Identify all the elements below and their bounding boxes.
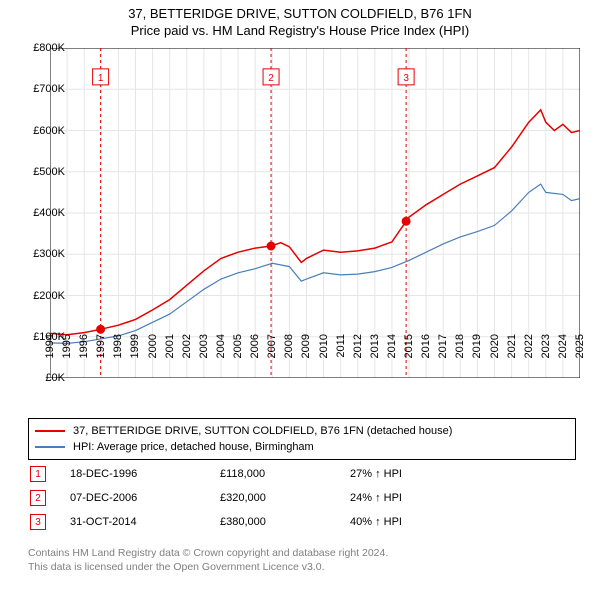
y-tick-label: £700K: [15, 83, 65, 95]
svg-text:3: 3: [403, 73, 409, 84]
x-tick-label: 2015: [403, 334, 415, 358]
title-address: 37, BETTERIDGE DRIVE, SUTTON COLDFIELD, …: [0, 6, 600, 21]
sale-row: 2 07-DEC-2006£320,00024% ↑ HPI: [28, 486, 576, 510]
x-tick-label: 2024: [557, 334, 569, 358]
title-block: 37, BETTERIDGE DRIVE, SUTTON COLDFIELD, …: [0, 0, 600, 38]
legend-swatch: [35, 430, 65, 432]
x-tick-label: 2017: [437, 334, 449, 358]
x-tick-label: 2021: [506, 334, 518, 358]
x-tick-label: 2007: [266, 334, 278, 358]
x-tick-label: 2008: [283, 334, 295, 358]
x-tick-label: 2002: [181, 334, 193, 358]
y-tick-label: £400K: [15, 207, 65, 219]
sale-marker: 3: [30, 514, 46, 530]
sale-pct: 27% ↑ HPI: [350, 468, 470, 480]
x-tick-label: 2019: [471, 334, 483, 358]
sale-row: 3 31-OCT-2014£380,00040% ↑ HPI: [28, 510, 576, 534]
sale-pct: 24% ↑ HPI: [350, 492, 470, 504]
x-tick-label: 2022: [523, 334, 535, 358]
x-tick-label: 2004: [215, 334, 227, 358]
x-tick-label: 2020: [489, 334, 501, 358]
x-tick-label: 2000: [147, 334, 159, 358]
sale-price: £118,000: [220, 468, 350, 480]
sales-table: 1 18-DEC-1996£118,00027% ↑ HPI 2 07-DEC-200…: [28, 462, 576, 534]
x-tick-label: 1994: [44, 334, 56, 358]
sale-marker: 2: [30, 490, 46, 506]
sale-price: £380,000: [220, 516, 350, 528]
x-tick-label: 2010: [318, 334, 330, 358]
x-tick-label: 2018: [454, 334, 466, 358]
legend-label: HPI: Average price, detached house, Birm…: [73, 441, 314, 453]
attribution-line2: This data is licensed under the Open Gov…: [28, 560, 576, 574]
svg-text:1: 1: [98, 73, 104, 84]
container: 37, BETTERIDGE DRIVE, SUTTON COLDFIELD, …: [0, 0, 600, 590]
svg-text:2: 2: [268, 73, 274, 84]
legend-row: 37, BETTERIDGE DRIVE, SUTTON COLDFIELD, …: [35, 423, 569, 439]
sale-row: 1 18-DEC-1996£118,00027% ↑ HPI: [28, 462, 576, 486]
chart: 1 2 3: [50, 48, 580, 378]
x-tick-label: 2016: [420, 334, 432, 358]
y-tick-label: £500K: [15, 166, 65, 178]
x-tick-label: 2023: [540, 334, 552, 358]
sale-pct: 40% ↑ HPI: [350, 516, 470, 528]
x-tick-label: 2009: [300, 334, 312, 358]
y-tick-label: £200K: [15, 290, 65, 302]
x-tick-label: 2001: [164, 334, 176, 358]
x-tick-label: 2012: [352, 334, 364, 358]
y-tick-label: £800K: [15, 42, 65, 54]
x-tick-label: 1996: [78, 334, 90, 358]
y-tick-label: £600K: [15, 125, 65, 137]
sale-marker: 1: [30, 466, 46, 482]
attribution-line1: Contains HM Land Registry data © Crown c…: [28, 546, 576, 560]
legend-label: 37, BETTERIDGE DRIVE, SUTTON COLDFIELD, …: [73, 425, 452, 437]
x-tick-label: 2014: [386, 334, 398, 358]
x-tick-label: 2005: [232, 334, 244, 358]
sale-price: £320,000: [220, 492, 350, 504]
title-subtitle: Price paid vs. HM Land Registry's House …: [0, 23, 600, 38]
y-tick-label: £300K: [15, 248, 65, 260]
x-tick-label: 1998: [112, 334, 124, 358]
x-tick-label: 2025: [574, 334, 586, 358]
x-tick-label: 1997: [95, 334, 107, 358]
x-tick-label: 2011: [335, 334, 347, 358]
sale-date: 18-DEC-1996: [70, 468, 220, 480]
legend-swatch: [35, 446, 65, 448]
x-tick-label: 1999: [129, 334, 141, 358]
y-tick-label: £0K: [15, 372, 65, 384]
sale-date: 07-DEC-2006: [70, 492, 220, 504]
y-tick-label: £100K: [15, 331, 65, 343]
x-tick-label: 2006: [249, 334, 261, 358]
x-tick-label: 2013: [369, 334, 381, 358]
sale-date: 31-OCT-2014: [70, 516, 220, 528]
attribution: Contains HM Land Registry data © Crown c…: [28, 546, 576, 574]
x-tick-label: 1995: [61, 334, 73, 358]
x-tick-label: 2003: [198, 334, 210, 358]
legend-row: HPI: Average price, detached house, Birm…: [35, 439, 569, 455]
legend: 37, BETTERIDGE DRIVE, SUTTON COLDFIELD, …: [28, 418, 576, 460]
chart-svg: 1 2 3: [50, 48, 580, 378]
